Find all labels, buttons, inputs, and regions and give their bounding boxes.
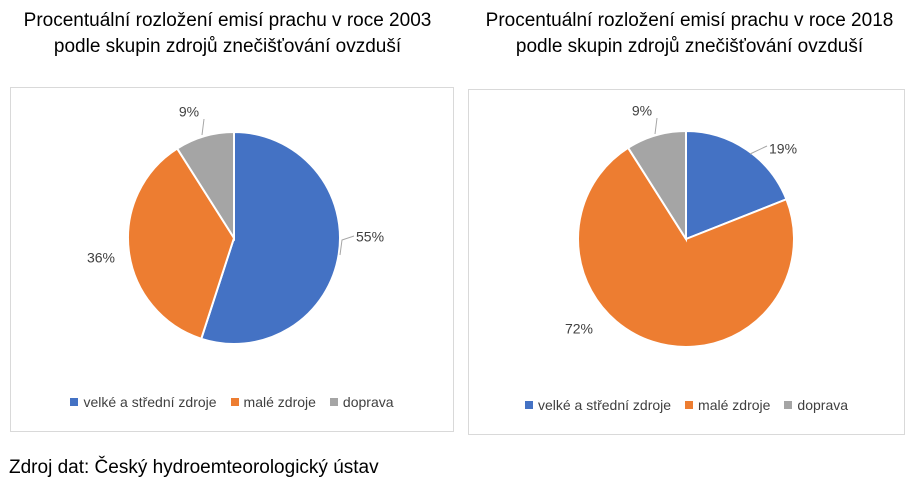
data-label: 9% [632,103,652,119]
legend-label: velké a střední zdroje [83,394,217,410]
legend-swatch-gray [784,401,793,409]
legend-item-doprava: doprava [784,397,848,413]
legend-swatch-orange [230,398,239,406]
leader-line [201,118,205,136]
source-note: Zdroj dat: Český hydroemteorologický úst… [9,457,379,478]
leader-line [654,117,658,135]
legend-item-velke-a-stredni-zdroje: velké a střední zdroje [70,394,217,410]
chart-title-2003: Procentuální rozložení emisí prachu v ro… [0,8,455,60]
chart-title-2018: Procentuální rozložení emisí prachu v ro… [462,8,917,60]
data-label: 19% [769,141,797,157]
data-label: 36% [87,250,115,266]
data-label: 55% [356,229,384,245]
legend-item-doprava: doprava [329,394,394,410]
pie-slice-doprava [626,129,687,243]
legend-swatch-orange [685,401,694,409]
legend-swatch-gray [329,398,338,406]
chart-area-2003: 55% 36% 9% velké a střední zdroje malé zdr… [10,87,454,432]
legend-label: doprava [797,397,849,413]
pie-slice-male-zdroje [127,147,236,341]
chart-title-line: Procentuální rozložení emisí prachu v ro… [23,10,432,31]
legend-2018: velké a střední zdroje malé zdroje dopra… [469,397,904,413]
chart-title-line: podle skupin zdrojů znečišťování ovzduší [515,36,864,57]
pie-chart-2018: 19% 72% 9% [565,103,797,348]
chart-title-line: podle skupin zdrojů znečišťování ovzduší [53,36,402,57]
pie-slice-velke-a-stredni-zdroje [199,130,341,345]
legend-label: doprava [342,394,394,410]
legend-label: malé zdroje [698,397,771,413]
legend-item-male-zdroje: malé zdroje [230,394,316,410]
legend-item-velke-a-stredni-zdroje: velké a střední zdroje [524,397,672,413]
legend-2003: velké a střední zdroje malé zdroje dopra… [11,394,453,410]
chart-area-2018: 19% 72% 9% velké a střední zdroje malé zdr… [468,89,905,435]
leader-line [339,235,355,256]
legend-label: velké a střední zdroje [537,397,672,413]
pie-slice-velke-a-stredni-zdroje [685,129,788,241]
legend-label: malé zdroje [243,394,316,410]
pie-slice-male-zdroje [577,146,795,348]
leader-line [749,145,768,155]
legend-item-male-zdroje: malé zdroje [685,397,770,413]
chart-title-line: Procentuální rozložení emisí prachu v ro… [485,10,894,31]
data-label: 72% [565,321,593,337]
legend-swatch-blue [70,398,79,406]
data-label: 9% [179,104,199,120]
legend-swatch-blue [524,401,533,409]
pie-slice-doprava [175,130,235,242]
pie-chart-2003: 55% 36% 9% [87,104,384,345]
